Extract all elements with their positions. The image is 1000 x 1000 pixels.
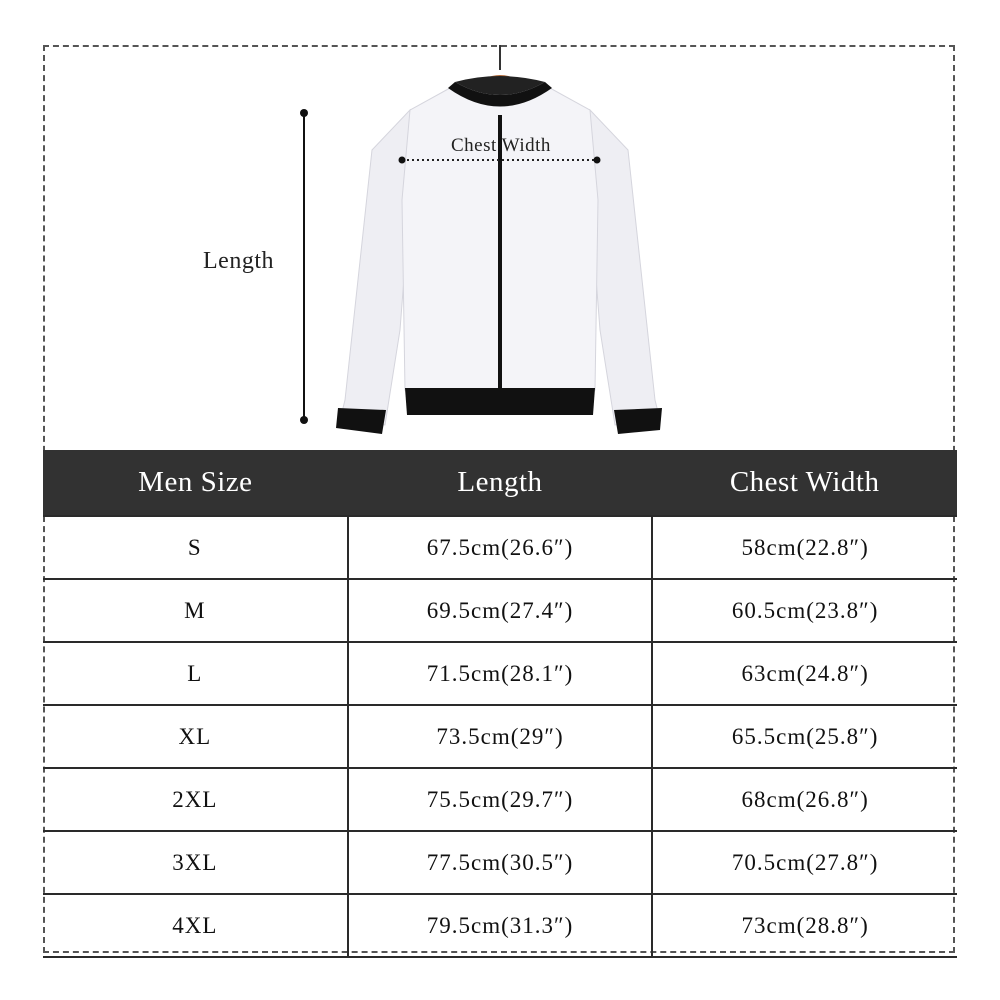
cell-size: 2XL [43, 767, 349, 832]
table-row: 3XL 77.5cm(30.5″) 70.5cm(27.8″) [43, 830, 957, 895]
length-label: Length [203, 248, 274, 274]
header-chest-width: Chest Width [652, 450, 957, 516]
table-row: M 69.5cm(27.4″) 60.5cm(23.8″) [43, 578, 957, 643]
chest-width-label: Chest Width [451, 135, 551, 156]
cell-size: S [43, 515, 349, 580]
cell-size: XL [43, 704, 349, 769]
cell-length: 69.5cm(27.4″) [346, 578, 654, 643]
table-row: XL 73.5cm(29″) 65.5cm(25.8″) [43, 704, 957, 769]
size-table: Men Size Length Chest Width S 67.5cm(26.6… [43, 450, 957, 958]
header-size: Men Size [43, 450, 348, 516]
cell-size: M [43, 578, 349, 643]
table-row: 2XL 75.5cm(29.7″) 68cm(26.8″) [43, 767, 957, 832]
cell-chest-width: 73cm(28.8″) [651, 893, 957, 958]
cell-chest-width: 65.5cm(25.8″) [651, 704, 957, 769]
cell-chest-width: 60.5cm(23.8″) [651, 578, 957, 643]
cell-size: L [43, 641, 349, 706]
cell-chest-width: 68cm(26.8″) [651, 767, 957, 832]
cell-chest-width: 63cm(24.8″) [651, 641, 957, 706]
cell-chest-width: 58cm(22.8″) [651, 515, 957, 580]
cell-size: 3XL [43, 830, 349, 895]
cell-size: 4XL [43, 893, 349, 958]
table-row: S 67.5cm(26.6″) 58cm(22.8″) [43, 515, 957, 580]
cell-length: 67.5cm(26.6″) [346, 515, 654, 580]
table-header-row: Men Size Length Chest Width [43, 450, 957, 516]
cell-chest-width: 70.5cm(27.8″) [651, 830, 957, 895]
table-row: L 71.5cm(28.1″) 63cm(24.8″) [43, 641, 957, 706]
jacket-illustration [300, 45, 662, 434]
cell-length: 73.5cm(29″) [346, 704, 654, 769]
header-length: Length [347, 450, 653, 516]
cell-length: 75.5cm(29.7″) [346, 767, 654, 832]
cell-length: 77.5cm(30.5″) [346, 830, 654, 895]
cell-length: 71.5cm(28.1″) [346, 641, 654, 706]
cell-length: 79.5cm(31.3″) [346, 893, 654, 958]
table-row: 4XL 79.5cm(31.3″) 73cm(28.8″) [43, 893, 957, 958]
